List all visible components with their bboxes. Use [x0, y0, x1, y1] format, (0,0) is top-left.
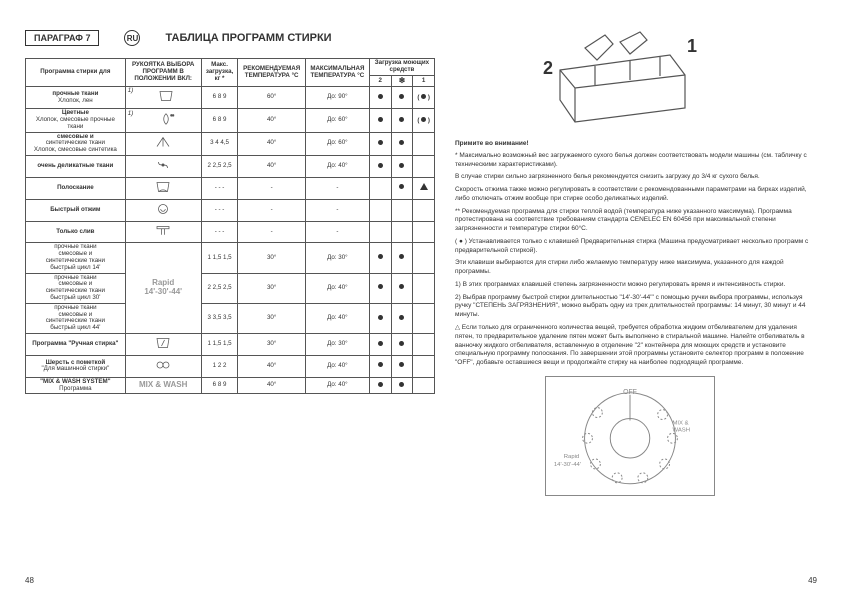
col-detergent: Загрузка моющих средств — [369, 59, 434, 76]
table-row: Шерсть с пометкой"Для машинной стирки"1 … — [26, 355, 435, 377]
svg-text:14'-30'-44': 14'-30'-44' — [554, 461, 581, 467]
drawer-diagram: 1 2 — [535, 30, 715, 130]
notes-heading: Примите во внимание! — [455, 140, 815, 149]
svg-text:Rapid: Rapid — [564, 454, 579, 460]
header-row: ПАРАГРАФ 7 RU ТАБЛИЦА ПРОГРАММ СТИРКИ — [25, 30, 435, 46]
notes-block: Примите во внимание! * Максимально возмо… — [455, 140, 815, 368]
note-p3: Скорость отжима также можно регулировать… — [455, 186, 815, 204]
note-p6: Эти клавиши выбираются для стирки либо ж… — [455, 259, 815, 277]
det-snow: ❄ — [391, 75, 413, 87]
table-row: "MIX & WASH SYSTEM"ПрограммаMIX & WASH6 … — [26, 377, 435, 394]
dial-diagram: OFF MIX & WASH Rapid 14'-30'-44' — [545, 376, 715, 496]
note-p8: 2) Выбрав программу быстрой стирки длите… — [455, 294, 815, 320]
table-row: очень деликатные ткани2 2,5 2,540°До: 40… — [26, 156, 435, 178]
col-handle: РУКОЯТКА ВЫБОРА ПРОГРАММ В ПОЛОЖЕНИИ ВКЛ… — [125, 59, 201, 87]
page-title: ТАБЛИЦА ПРОГРАММ СТИРКИ — [165, 32, 331, 44]
note-p4: ** Рекомендуемая программа для стирки те… — [455, 208, 815, 234]
table-row: прочные тканисмесовые исинтетические тка… — [26, 273, 435, 303]
table-row: Полоскание- - --- — [26, 177, 435, 199]
svg-text:MIX &: MIX & — [672, 420, 688, 426]
svg-text:2: 2 — [543, 58, 553, 78]
table-row: прочные тканисмесовые исинтетические тка… — [26, 303, 435, 333]
table-row: ЦветныеХлопок, смесовые прочные ткани1)*… — [26, 109, 435, 132]
col-maxtemp: МАКСИМАЛЬНАЯ ТЕМПЕРАТУРА °C — [305, 59, 369, 87]
det-1: 1 — [413, 75, 435, 87]
page-num-right: 49 — [808, 576, 817, 585]
col-program: Программа стирки для — [26, 59, 126, 87]
svg-text:OFF: OFF — [623, 388, 637, 395]
lang-badge: RU — [124, 30, 140, 46]
col-temp: РЕКОМЕНДУЕМАЯ ТЕМПЕРАТУРА °C — [238, 59, 305, 87]
note-p2: В случае стирки сильно загрязненного бел… — [455, 173, 815, 182]
right-page: 1 2 Примите во внимание! * Максимально в… — [455, 30, 815, 580]
note-p7: 1) В этих программах клавишей степень за… — [455, 281, 815, 290]
svg-text:1: 1 — [687, 36, 697, 56]
svg-text:WASH: WASH — [672, 427, 690, 433]
svg-text:**: ** — [170, 114, 174, 119]
table-row: прочные тканиХлопок, лен1)6 8 960°До: 90… — [26, 87, 435, 109]
note-p9: △ Если только для ограниченного количест… — [455, 324, 815, 368]
note-p1: * Максимально возможный вес загружаемого… — [455, 152, 815, 170]
col-load: Макс. загрузка, кг * — [201, 59, 238, 87]
section-label: ПАРАГРАФ 7 — [25, 30, 99, 46]
table-row: Программа "Ручная стирка"1 1,5 1,530°До:… — [26, 334, 435, 356]
table-row: Только слив- - --- — [26, 221, 435, 243]
table-row: Быстрый отжим- - --- — [26, 199, 435, 221]
table-row: смесовые исинтетические тканиХлопок, сме… — [26, 132, 435, 155]
det-2: 2 — [369, 75, 391, 87]
table-row: прочные тканисмесовые исинтетические тка… — [26, 243, 435, 273]
page-num-left: 48 — [25, 576, 34, 585]
wash-program-table: Программа стирки для РУКОЯТКА ВЫБОРА ПРО… — [25, 58, 435, 394]
note-p5: ( ● ) Устанавливается только с клавишей … — [455, 238, 815, 256]
left-page: ПАРАГРАФ 7 RU ТАБЛИЦА ПРОГРАММ СТИРКИ Пр… — [25, 30, 435, 580]
